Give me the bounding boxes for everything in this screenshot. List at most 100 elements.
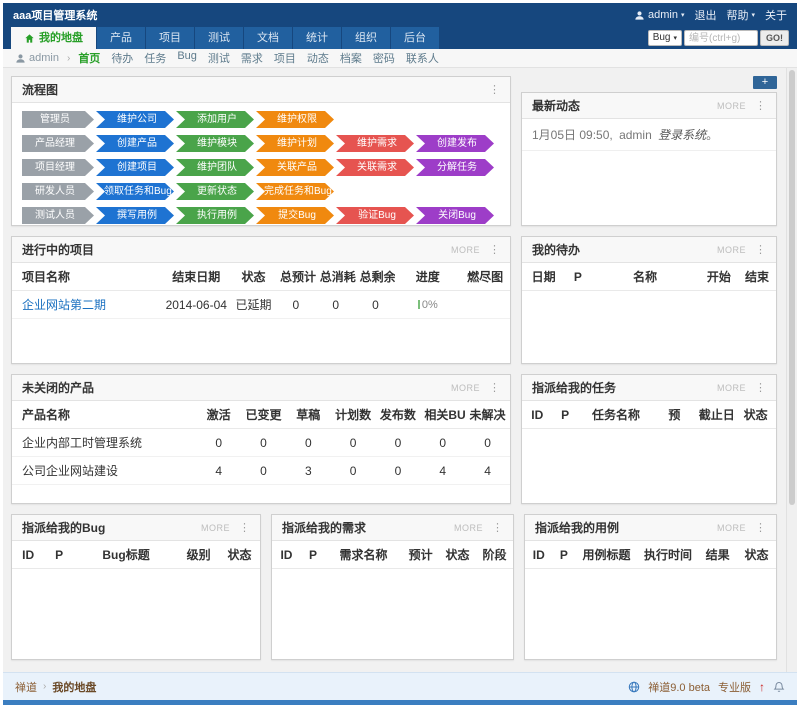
menu-index[interactable]: 首页 bbox=[78, 53, 101, 65]
app-frame: aaa项目管理系统 admin ▾ 退出 帮助 ▾ 关于 我的地盘 产品 项目 … bbox=[3, 3, 797, 705]
panel-menu-icon[interactable]: ⋮ bbox=[489, 244, 500, 256]
col-begin: 开始 bbox=[699, 263, 738, 291]
menu-task[interactable]: 任务 bbox=[144, 53, 167, 65]
more-link[interactable]: MORE bbox=[451, 244, 480, 255]
flow-step[interactable]: 维护公司 bbox=[96, 111, 174, 128]
tab-product[interactable]: 产品 bbox=[97, 27, 145, 49]
more-link[interactable]: MORE bbox=[717, 244, 746, 255]
add-block-button[interactable]: + bbox=[753, 76, 777, 89]
more-link[interactable]: MORE bbox=[717, 100, 746, 111]
table-row: 公司企业网站建设 4 0 3 0 0 4 4 bbox=[12, 456, 510, 485]
menu-todo[interactable]: 待办 bbox=[111, 53, 134, 65]
menu-bug[interactable]: Bug bbox=[177, 50, 197, 62]
tab-admin[interactable]: 后台 bbox=[391, 27, 439, 49]
menu-test[interactable]: 测试 bbox=[207, 53, 230, 65]
flow-step[interactable]: 维护计划 bbox=[256, 135, 334, 152]
more-link[interactable]: MORE bbox=[201, 522, 230, 533]
flow-step[interactable]: 更新状态 bbox=[176, 183, 254, 200]
flow-step[interactable]: 维护权限 bbox=[256, 111, 334, 128]
flow-step[interactable]: 关联需求 bbox=[336, 159, 414, 176]
more-link[interactable]: MORE bbox=[451, 382, 480, 393]
search-input[interactable] bbox=[684, 30, 758, 46]
top-links: admin ▾ 退出 帮助 ▾ 关于 bbox=[634, 7, 787, 23]
flow-step[interactable]: 添加用户 bbox=[176, 111, 254, 128]
col-priority: P bbox=[300, 541, 325, 569]
more-link[interactable]: MORE bbox=[454, 522, 483, 533]
col-exec-time: 执行时间 bbox=[637, 541, 699, 569]
footer: 禅道 › 我的地盘 禅道9.0 beta 专业版 ↑ bbox=[3, 672, 797, 700]
col-status: 状态 bbox=[231, 263, 276, 291]
panel-title: 指派给我的任务 bbox=[532, 381, 617, 395]
progress-bar bbox=[417, 299, 420, 309]
search-go-button[interactable]: GO! bbox=[760, 30, 789, 46]
user-menu[interactable]: admin ▾ bbox=[634, 9, 684, 21]
edition-link[interactable]: 专业版 bbox=[718, 681, 751, 694]
tab-doc[interactable]: 文档 bbox=[244, 27, 292, 49]
panel-menu-icon[interactable]: ⋮ bbox=[239, 522, 250, 534]
flow-step[interactable]: 完成任务和Bug bbox=[256, 183, 334, 200]
about-link[interactable]: 关于 bbox=[765, 10, 787, 22]
tab-test[interactable]: 测试 bbox=[195, 27, 243, 49]
flow-step[interactable]: 创建产品 bbox=[96, 135, 174, 152]
menu-contacts[interactable]: 联系人 bbox=[405, 53, 439, 65]
chevron-down-icon: ▾ bbox=[673, 34, 677, 42]
help-menu[interactable]: 帮助 ▾ bbox=[726, 7, 755, 23]
breadcrumb: admin › 首页 待办 任务 Bug 测试 需求 项目 动态 档案 密码 联… bbox=[3, 49, 797, 68]
panel-menu-icon[interactable]: ⋮ bbox=[492, 522, 503, 534]
more-link[interactable]: MORE bbox=[717, 522, 746, 533]
menu-doc[interactable]: 档案 bbox=[339, 53, 362, 65]
panel-menu-icon[interactable]: ⋮ bbox=[755, 382, 766, 394]
project-link[interactable]: 企业网站第二期 bbox=[22, 298, 107, 312]
flow-step[interactable]: 维护模块 bbox=[176, 135, 254, 152]
flow-step[interactable]: 分解任务 bbox=[416, 159, 494, 176]
flow-step[interactable]: 关联产品 bbox=[256, 159, 334, 176]
activity-time: 1月05日 09:50, bbox=[532, 128, 613, 142]
col-severity: 级别 bbox=[178, 541, 220, 569]
footer-site-link[interactable]: 禅道 bbox=[15, 681, 37, 694]
flow-step[interactable]: 创建发布 bbox=[416, 135, 494, 152]
logout-link[interactable]: 退出 bbox=[694, 10, 717, 22]
menu-project[interactable]: 项目 bbox=[273, 53, 296, 65]
activity-action: 登录系统 bbox=[658, 128, 707, 142]
tab-my-dashboard[interactable]: 我的地盘 bbox=[11, 27, 96, 49]
flow-step[interactable]: 执行用例 bbox=[176, 207, 254, 224]
panel-my-tasks: 指派给我的任务 MORE ⋮ ID P 任务名称 预 截止日期 bbox=[521, 374, 777, 504]
scrollbar[interactable] bbox=[786, 68, 797, 672]
col-date: 日期 bbox=[522, 263, 566, 291]
content-area: 流程图 ⋮ 管理员 维护公司 添加用户 维护权限 产品经理 创建产品 bbox=[3, 68, 797, 672]
panel-menu-icon[interactable]: ⋮ bbox=[755, 522, 766, 534]
tab-report[interactable]: 统计 bbox=[293, 27, 341, 49]
menu-password[interactable]: 密码 bbox=[372, 53, 395, 65]
scrollbar-thumb[interactable] bbox=[789, 70, 795, 505]
flow-step[interactable]: 维护团队 bbox=[176, 159, 254, 176]
col-id: ID bbox=[525, 541, 553, 569]
home-icon bbox=[25, 33, 34, 43]
menu-dynamic[interactable]: 动态 bbox=[306, 53, 329, 65]
version-link[interactable]: 禅道9.0 beta bbox=[648, 681, 710, 694]
tab-org[interactable]: 组织 bbox=[342, 27, 390, 49]
flow-step[interactable]: 关闭Bug bbox=[416, 207, 494, 224]
bell-icon[interactable] bbox=[773, 681, 785, 693]
table-row: 企业内部工时管理系统 0 0 0 0 0 0 0 bbox=[12, 428, 510, 457]
flow-step[interactable]: 创建项目 bbox=[96, 159, 174, 176]
panel-menu-icon[interactable]: ⋮ bbox=[489, 84, 500, 96]
panel-menu-icon[interactable]: ⋮ bbox=[755, 244, 766, 256]
flow-step[interactable]: 验证Bug bbox=[336, 207, 414, 224]
flow-step[interactable]: 撰写用例 bbox=[96, 207, 174, 224]
upgrade-arrow-icon[interactable]: ↑ bbox=[759, 679, 765, 694]
product-name: 公司企业网站建设 bbox=[12, 456, 197, 485]
panel-menu-icon[interactable]: ⋮ bbox=[489, 382, 500, 394]
flow-step[interactable]: 领取任务和Bug bbox=[96, 183, 174, 200]
main-nav: 我的地盘 产品 项目 测试 文档 统计 组织 后台 Bug ▾ GO! bbox=[3, 27, 797, 49]
flow-step[interactable]: 维护需求 bbox=[336, 135, 414, 152]
search-type-select[interactable]: Bug ▾ bbox=[647, 30, 682, 46]
col-task-name: 任务名称 bbox=[577, 401, 655, 429]
col-end-date: 结束日期 bbox=[161, 263, 232, 291]
menu-story[interactable]: 需求 bbox=[240, 53, 263, 65]
tab-project[interactable]: 项目 bbox=[146, 27, 194, 49]
panel-flowchart: 流程图 ⋮ 管理员 维护公司 添加用户 维护权限 产品经理 创建产品 bbox=[11, 76, 511, 226]
flow-step[interactable]: 提交Bug bbox=[256, 207, 334, 224]
panel-menu-icon[interactable]: ⋮ bbox=[755, 100, 766, 112]
more-link[interactable]: MORE bbox=[717, 382, 746, 393]
